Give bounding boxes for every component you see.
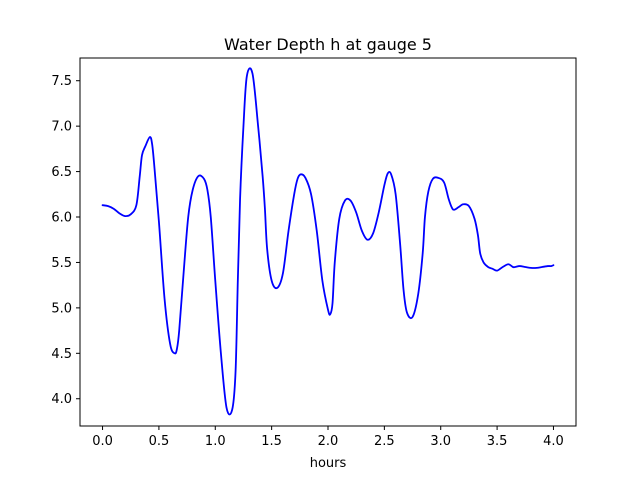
x-tick-label: 1.0 (205, 434, 226, 449)
series-line-0 (101, 67, 555, 416)
x-tick-label: 0.5 (149, 434, 170, 449)
y-tick-label: 7.5 (51, 74, 72, 89)
chart-title: Water Depth h at gauge 5 (224, 35, 432, 54)
y-tick-label: 7.0 (51, 120, 72, 135)
y-tick-label: 6.0 (51, 211, 72, 226)
y-axis: 4.0 4.5 5.0 5.5 6.0 6.5 7.0 7.5 (51, 74, 80, 407)
y-tick-label: 4.5 (51, 347, 72, 362)
x-tick-label: 4.0 (543, 434, 564, 449)
x-axis: 0.0 0.5 1.0 1.5 2.0 2.5 3.0 3.5 4.0 (92, 426, 564, 449)
x-tick-label: 3.5 (487, 434, 508, 449)
y-tick-label: 5.5 (51, 256, 72, 271)
x-axis-label: hours (310, 456, 347, 471)
x-tick-label: 1.5 (261, 434, 282, 449)
x-tick-label: 0.0 (92, 434, 113, 449)
plot-area (101, 67, 555, 416)
x-tick-label: 2.0 (318, 434, 339, 449)
y-tick-label: 4.0 (51, 392, 72, 407)
x-tick-label: 3.0 (430, 434, 451, 449)
x-tick-label: 2.5 (374, 434, 395, 449)
y-tick-label: 5.0 (51, 301, 72, 316)
y-tick-label: 6.5 (51, 165, 72, 180)
